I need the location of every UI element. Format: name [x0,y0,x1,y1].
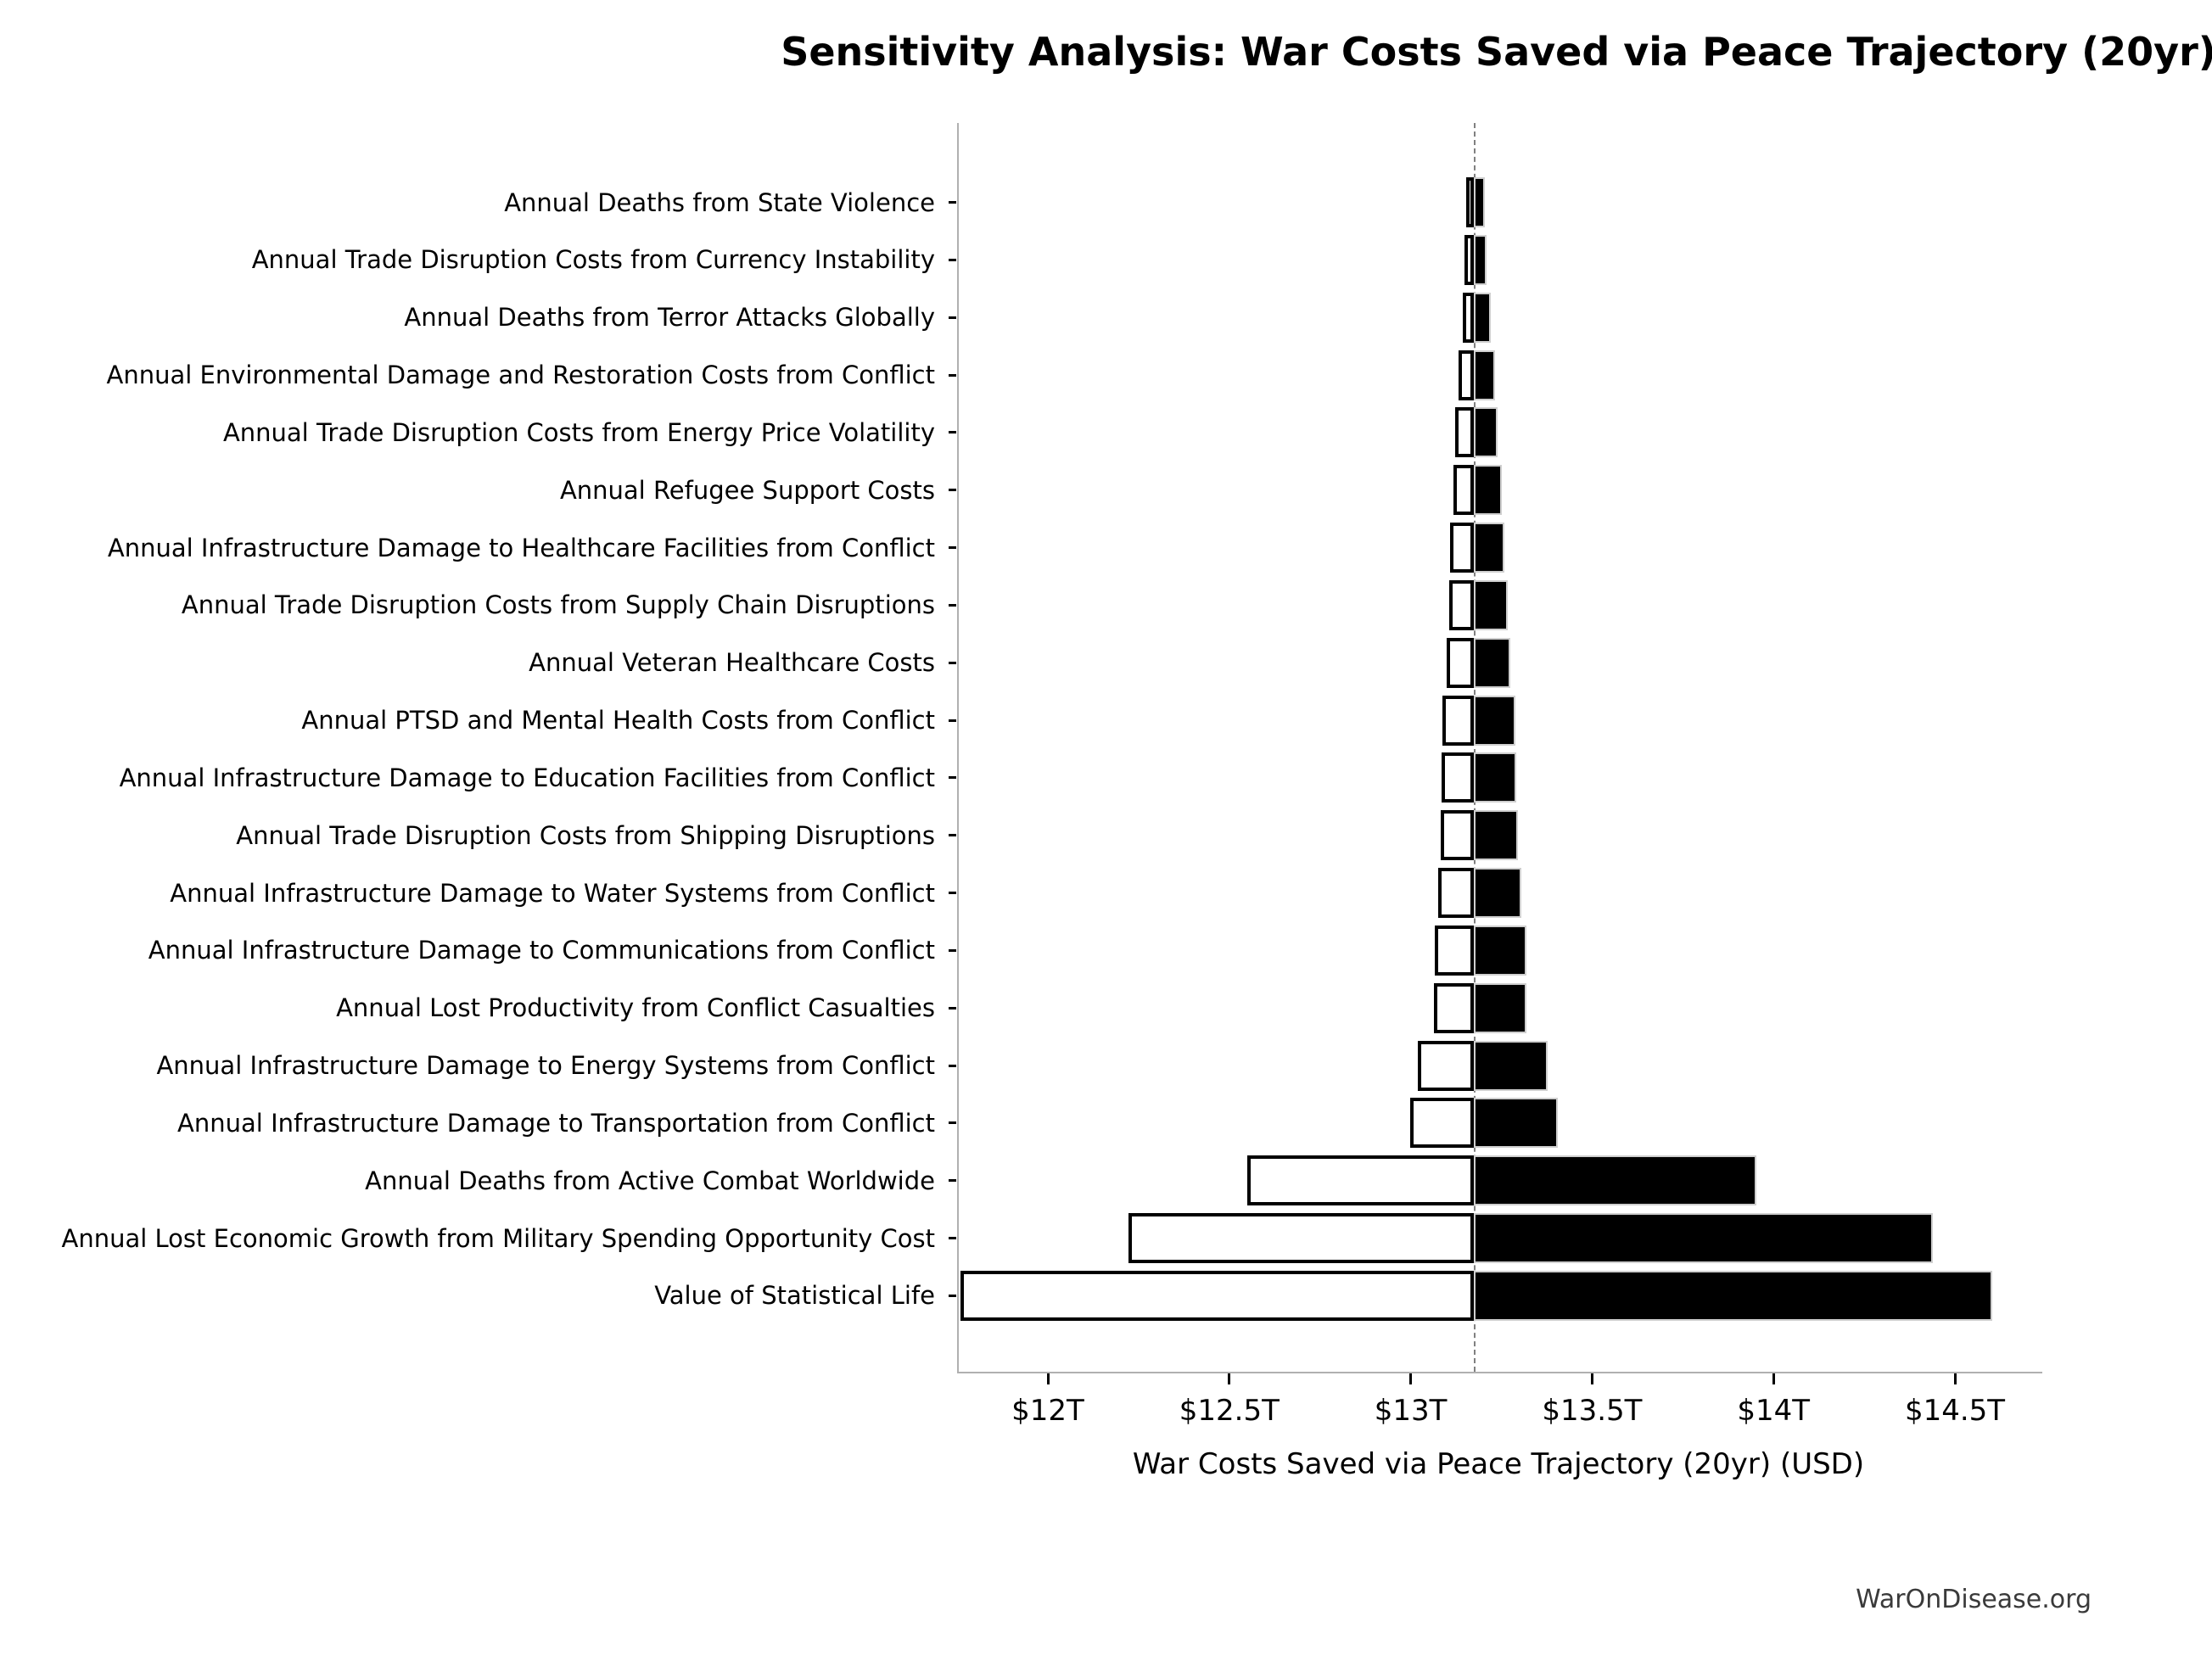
bar-high-segment [1474,1155,1757,1206]
bar-high-segment [1474,177,1485,227]
y-axis-category-label: Annual Infrastructure Damage to Energy S… [156,1051,935,1081]
y-tick-mark [949,892,956,895]
y-tick-mark [949,546,956,550]
y-axis-category-label: Annual Infrastructure Damage to Educatio… [119,763,935,792]
bar-low-segment [1459,350,1474,400]
x-tick-label: $14T [1737,1394,1811,1428]
bar-high-segment [1474,407,1498,458]
chart-title: Sensitivity Analysis: War Costs Saved vi… [781,29,2212,75]
y-axis-category-label: Annual Deaths from Terror Attacks Global… [404,303,935,333]
y-axis-category-label: Annual Veteran Healthcare Costs [529,648,935,678]
y-axis-category-label: Value of Statistical Life [654,1281,935,1311]
bar-low-segment [1128,1213,1474,1264]
y-tick-mark [949,1179,956,1183]
y-axis-category-label: Annual Refugee Support Costs [559,475,935,505]
y-tick-mark [949,1294,956,1297]
y-tick-mark [949,489,956,492]
x-tick-mark [1409,1373,1413,1384]
y-tick-mark [949,834,956,837]
y-tick-mark [949,719,956,722]
y-axis-category-label: Annual Trade Disruption Costs from Shipp… [236,820,935,850]
x-axis-label: War Costs Saved via Peace Trajectory (20… [1132,1447,1865,1481]
watermark-text: WarOnDisease.org [1856,1585,2092,1614]
y-tick-mark [949,431,956,434]
y-axis-category-label: Annual Infrastructure Damage to Communic… [148,936,935,965]
bar-low-segment [1448,579,1474,630]
bar-high-segment [1474,465,1502,516]
x-tick-mark [1590,1373,1593,1384]
y-axis-category-label: Annual Infrastructure Damage to Healthca… [107,533,935,562]
bar-high-segment [1474,523,1504,573]
y-tick-mark [949,661,956,664]
y-axis-category-label: Annual Lost Economic Growth from Militar… [61,1223,935,1253]
y-tick-mark [949,373,956,377]
y-tick-mark [949,1121,956,1125]
plot-area: $12T $12.5T $13T $13.5T $14T $14.5T [949,123,2042,1428]
bar-low-segment [1466,177,1474,227]
x-tick-label: $12T [1011,1394,1084,1428]
bar-high-segment [1474,1270,1992,1321]
bar-high-segment [1474,925,1527,976]
bar-low-segment [1441,810,1474,861]
bar-low-segment [1435,925,1474,976]
baseline-dashed-line [1474,123,1476,1372]
y-tick-mark [949,603,956,607]
bar-high-segment [1474,982,1527,1033]
y-tick-mark [949,1064,956,1067]
bar-high-segment [1474,1040,1548,1091]
y-axis-category-label: Annual Environmental Damage and Restorat… [106,361,936,390]
bar-high-segment [1474,637,1510,688]
y-axis-category-label: Annual Trade Disruption Costs from Suppl… [181,590,935,620]
y-axis-category-label: Annual PTSD and Mental Health Costs from… [301,706,935,735]
bar-low-segment [1410,1098,1474,1149]
y-axis-category-label: Annual Deaths from Active Combat Worldwi… [365,1166,935,1195]
y-axis-category-label: Annual Deaths from State Violence [504,187,935,217]
bar-high-segment [1474,868,1521,919]
bar-high-segment [1474,1213,1933,1264]
bar-high-segment [1474,752,1517,803]
y-tick-mark [949,201,956,204]
bar-high-segment [1474,579,1508,630]
y-axis-category-label: Annual Infrastructure Damage to Transpor… [177,1108,935,1138]
bar-low-segment [1418,1040,1474,1091]
x-tick-mark [1953,1373,1957,1384]
bar-high-segment [1474,350,1496,400]
bar-high-segment [1474,292,1492,343]
y-tick-mark [949,948,956,952]
bar-high-segment [1474,234,1487,285]
bar-high-segment [1474,695,1516,746]
bar-low-segment [1434,982,1474,1033]
bar-high-segment [1474,810,1519,861]
bar-low-segment [1446,637,1474,688]
y-axis-category-label: Annual Infrastructure Damage to Water Sy… [170,878,935,908]
bar-low-segment [1437,868,1474,919]
bar-low-segment [1442,695,1474,746]
bar-low-segment [1450,523,1474,573]
y-tick-mark [949,1237,956,1240]
y-axis-category-label: Annual Lost Productivity from Conflict C… [336,993,935,1023]
bar-low-segment [960,1270,1474,1321]
bar-low-segment [1453,465,1474,516]
y-axis-category-label: Annual Trade Disruption Costs from Energ… [222,417,935,447]
bar-low-segment [1462,292,1474,343]
y-tick-mark [949,258,956,261]
x-tick-label: $13.5T [1542,1394,1643,1428]
bar-low-segment [1455,407,1474,458]
bar-low-segment [1464,234,1474,285]
bar-low-segment [1247,1155,1474,1206]
y-tick-mark [949,316,956,319]
y-axis-category-label: Annual Trade Disruption Costs from Curre… [251,245,935,275]
x-tick-mark [1772,1373,1775,1384]
y-tick-mark [949,776,956,780]
y-tick-mark [949,1006,956,1009]
x-tick-label: $14.5T [1904,1394,2006,1428]
bar-low-segment [1442,752,1474,803]
x-tick-label: $12.5T [1179,1394,1280,1428]
x-tick-mark [1046,1373,1050,1384]
bar-high-segment [1474,1098,1559,1149]
x-tick-mark [1228,1373,1231,1384]
x-tick-label: $13T [1374,1394,1448,1428]
